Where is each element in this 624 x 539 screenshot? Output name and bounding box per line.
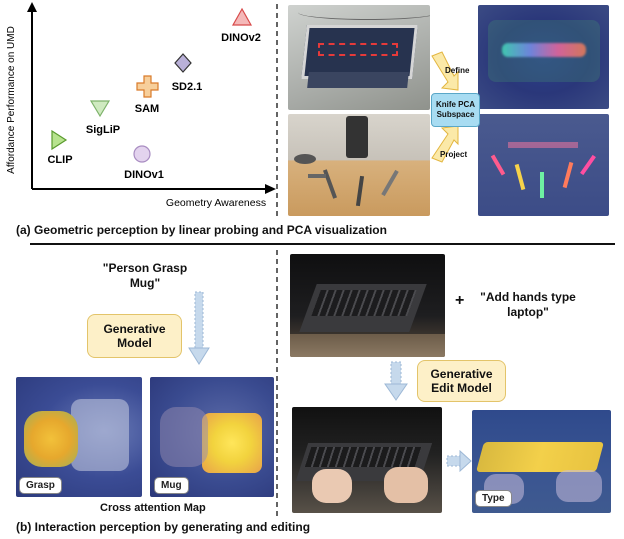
y-axis-label: Affordance Performance on UMD <box>6 26 17 174</box>
grasp-prompt-line1: "Person Grasp <box>102 261 188 275</box>
siglip-marker <box>89 100 111 118</box>
cross-attention-label: Cross attention Map <box>100 502 206 514</box>
grasp-attention-map: Grasp <box>16 377 142 497</box>
subspace-label-line1: Knife PCA <box>435 100 476 109</box>
sd21-marker <box>174 53 192 73</box>
dinov2-marker <box>231 7 253 26</box>
grasp-prompt-line2: Mug" <box>129 276 161 290</box>
dinov1-marker <box>133 145 151 163</box>
edit-arrow-icon <box>384 361 408 401</box>
sam-marker <box>136 75 159 98</box>
generative-arrow-icon <box>188 291 210 365</box>
pca-arrows <box>431 51 459 163</box>
x-axis-label: Geometry Awareness <box>166 197 266 209</box>
plus-sign: + <box>455 292 465 309</box>
edit-model-line2: Edit Model <box>431 381 492 395</box>
edit-prompt-line2: laptop" <box>507 305 549 319</box>
type-attention-map: Type <box>472 410 611 513</box>
edit-result-arrow-icon <box>446 450 472 472</box>
knives-table-photo <box>288 114 430 216</box>
edit-prompt: "Add hands type laptop" <box>468 290 588 320</box>
project-arrow-icon <box>431 125 459 163</box>
dinov1-label: DINOv1 <box>124 169 164 181</box>
horizontal-divider <box>30 243 615 245</box>
pca-visualization-knives <box>478 114 609 216</box>
knife-pca-subspace-box: Knife PCA Subspace <box>431 93 480 127</box>
sd21-label: SD2.1 <box>172 81 203 93</box>
hands-typing-photo <box>292 407 442 513</box>
y-axis-arrow-icon <box>27 2 37 12</box>
siglip-label: SigLiP <box>86 124 120 136</box>
define-label: Define <box>445 66 470 75</box>
edit-model-line1: Generative <box>430 366 493 381</box>
caption-a: (a) Geometric perception by linear probi… <box>16 223 387 237</box>
grasp-chip: Grasp <box>19 477 62 494</box>
caption-b: (b) Interaction perception by generating… <box>16 520 311 534</box>
project-label: Project <box>440 150 468 159</box>
x-axis-arrow-icon <box>265 184 276 194</box>
sam-label: SAM <box>135 103 159 115</box>
define-arrow-icon <box>431 51 459 91</box>
generative-edit-model-box: Generative Edit Model <box>417 360 506 402</box>
clip-marker <box>51 129 68 151</box>
grasp-prompt: "Person Grasp Mug" <box>60 261 230 291</box>
clip-label: CLIP <box>47 154 72 166</box>
pca-visualization-box <box>478 5 609 109</box>
edit-prompt-line1: "Add hands type <box>480 290 576 304</box>
knife-box-photo <box>288 5 430 110</box>
generative-model-line2: Model <box>117 336 152 350</box>
subspace-label-line2: Subspace <box>436 110 475 119</box>
affordance-scatter-plot: Affordance Performance on UMD Geometry A… <box>6 2 276 209</box>
laptop-photo <box>290 254 445 357</box>
type-chip: Type <box>475 490 512 507</box>
mug-attention-map: Mug <box>150 377 274 497</box>
mug-chip: Mug <box>154 477 189 494</box>
generative-model-line1: Generative <box>103 321 166 336</box>
vertical-divider <box>276 4 278 520</box>
dinov2-label: DINOv2 <box>221 32 261 44</box>
generative-model-box: Generative Model <box>87 314 182 358</box>
